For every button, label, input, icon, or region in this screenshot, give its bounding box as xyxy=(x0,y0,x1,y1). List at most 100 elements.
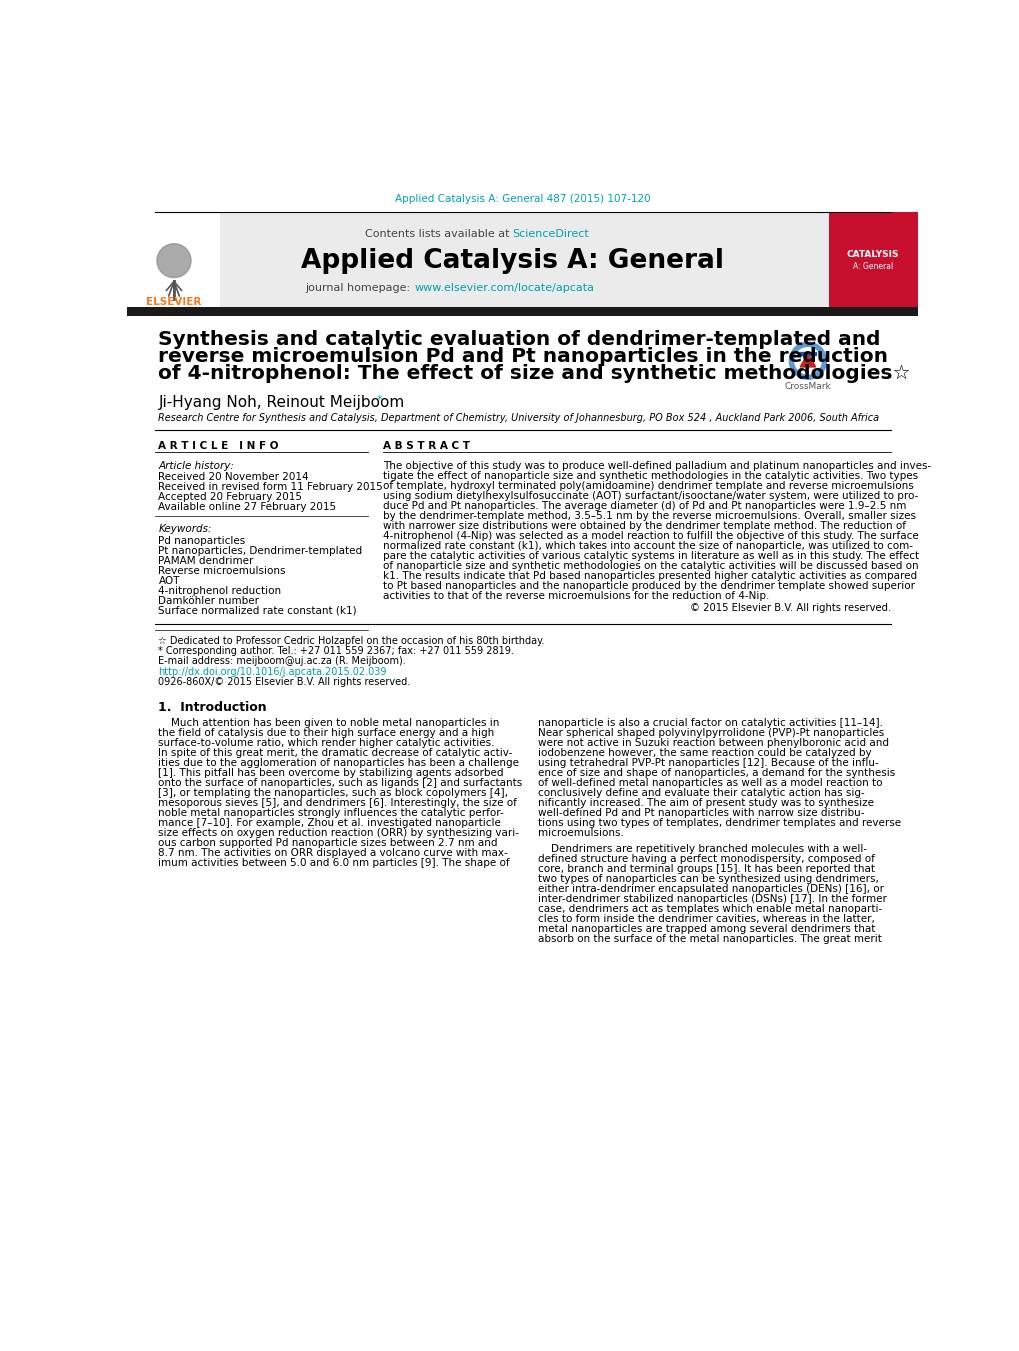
Text: ence of size and shape of nanoparticles, a demand for the synthesis: ence of size and shape of nanoparticles,… xyxy=(538,769,895,778)
Text: Ji-Hyang Noh, Reinout Meijboom: Ji-Hyang Noh, Reinout Meijboom xyxy=(158,394,405,409)
Text: www.elsevier.com/locate/apcata: www.elsevier.com/locate/apcata xyxy=(414,282,594,293)
Bar xyxy=(127,307,917,316)
Text: Reverse microemulsions: Reverse microemulsions xyxy=(158,566,285,576)
Text: nanoparticle is also a crucial factor on catalytic activities [11–14].: nanoparticle is also a crucial factor on… xyxy=(538,719,882,728)
Text: pare the catalytic activities of various catalytic systems in literature as well: pare the catalytic activities of various… xyxy=(383,551,918,561)
Text: mesoporous sieves [5], and dendrimers [6]. Interestingly, the size of: mesoporous sieves [5], and dendrimers [6… xyxy=(158,798,517,808)
Text: ELSEVIER: ELSEVIER xyxy=(146,297,202,307)
Text: using tetrahedral PVP-Pt nanoparticles [12]. Because of the influ-: using tetrahedral PVP-Pt nanoparticles [… xyxy=(538,758,878,769)
Text: [1]. This pitfall has been overcome by stabilizing agents adsorbed: [1]. This pitfall has been overcome by s… xyxy=(158,769,503,778)
Text: absorb on the surface of the metal nanoparticles. The great merit: absorb on the surface of the metal nanop… xyxy=(538,935,881,944)
Text: onto the surface of nanoparticles, such as ligands [2] and surfactants: onto the surface of nanoparticles, such … xyxy=(158,778,523,788)
Polygon shape xyxy=(800,353,815,367)
Text: The objective of this study was to produce well-defined palladium and platinum n: The objective of this study was to produ… xyxy=(383,461,930,471)
Text: were not active in Suzuki reaction between phenylboronic acid and: were not active in Suzuki reaction betwe… xyxy=(538,738,889,748)
Text: nificantly increased. The aim of present study was to synthesize: nificantly increased. The aim of present… xyxy=(538,798,873,808)
Text: of template, hydroxyl terminated poly(amidoamine) dendrimer template and reverse: of template, hydroxyl terminated poly(am… xyxy=(383,481,913,490)
Text: cles to form inside the dendrimer cavities, whereas in the latter,: cles to form inside the dendrimer caviti… xyxy=(538,915,874,924)
Text: duce Pd and Pt nanoparticles. The average diameter (d) of Pd and Pt nanoparticle: duce Pd and Pt nanoparticles. The averag… xyxy=(383,501,906,511)
Text: Synthesis and catalytic evaluation of dendrimer-templated and: Synthesis and catalytic evaluation of de… xyxy=(158,330,880,349)
Text: Research Centre for Synthesis and Catalysis, Department of Chemistry, University: Research Centre for Synthesis and Cataly… xyxy=(158,413,878,423)
Text: defined structure having a perfect monodispersity, composed of: defined structure having a perfect monod… xyxy=(538,854,874,865)
Text: well-defined Pd and Pt nanoparticles with narrow size distribu-: well-defined Pd and Pt nanoparticles wit… xyxy=(538,808,864,819)
Text: Received 20 November 2014: Received 20 November 2014 xyxy=(158,473,309,482)
Text: surface-to-volume ratio, which render higher catalytic activities.: surface-to-volume ratio, which render hi… xyxy=(158,738,494,748)
Text: ScienceDirect: ScienceDirect xyxy=(513,228,589,239)
Text: Near spherical shaped polyvinylpyrrolidone (PVP)-Pt nanoparticles: Near spherical shaped polyvinylpyrrolido… xyxy=(538,728,883,738)
Text: 4-nitrophenol (4-Nip) was selected as a model reaction to fulfill the objective : 4-nitrophenol (4-Nip) was selected as a … xyxy=(383,531,918,540)
Text: conclusively define and evaluate their catalytic action has sig-: conclusively define and evaluate their c… xyxy=(538,788,864,798)
Text: Dendrimers are repetitively branched molecules with a well-: Dendrimers are repetitively branched mol… xyxy=(538,844,866,854)
Text: Available online 27 February 2015: Available online 27 February 2015 xyxy=(158,503,336,512)
Text: A B S T R A C T: A B S T R A C T xyxy=(383,440,470,451)
Polygon shape xyxy=(800,351,815,354)
Text: Damköhler number: Damköhler number xyxy=(158,596,259,605)
Text: with narrower size distributions were obtained by the dendrimer template method.: with narrower size distributions were ob… xyxy=(383,521,905,531)
Bar xyxy=(127,212,828,307)
Circle shape xyxy=(157,243,191,277)
Text: CATALYSIS: CATALYSIS xyxy=(846,250,899,259)
Text: by the dendrimer-template method, 3.5–5.1 nm by the reverse microemulsions. Over: by the dendrimer-template method, 3.5–5.… xyxy=(383,511,915,521)
Text: E-mail address: meijboom@uj.ac.za (R. Meijboom).: E-mail address: meijboom@uj.ac.za (R. Me… xyxy=(158,657,406,666)
Text: Accepted 20 February 2015: Accepted 20 February 2015 xyxy=(158,493,303,503)
Text: of nanoparticle size and synthetic methodologies on the catalytic activities wil: of nanoparticle size and synthetic metho… xyxy=(383,561,918,571)
Text: 8.7 nm. The activities on ORR displayed a volcano curve with max-: 8.7 nm. The activities on ORR displayed … xyxy=(158,848,507,858)
Text: tigate the effect of nanoparticle size and synthetic methodologies in the cataly: tigate the effect of nanoparticle size a… xyxy=(383,471,917,481)
Text: core, branch and terminal groups [15]. It has been reported that: core, branch and terminal groups [15]. I… xyxy=(538,865,874,874)
Text: [3], or templating the nanoparticles, such as block copolymers [4],: [3], or templating the nanoparticles, su… xyxy=(158,788,508,798)
Text: reverse microemulsion Pd and Pt nanoparticles in the reduction: reverse microemulsion Pd and Pt nanopart… xyxy=(158,347,888,366)
Text: Article history:: Article history: xyxy=(158,461,234,471)
Text: of well-defined metal nanoparticles as well as a model reaction to: of well-defined metal nanoparticles as w… xyxy=(538,778,881,788)
Text: Pd nanoparticles: Pd nanoparticles xyxy=(158,535,246,546)
Text: normalized rate constant (k1), which takes into account the size of nanoparticle: normalized rate constant (k1), which tak… xyxy=(383,540,912,551)
Text: ous carbon supported Pd nanoparticle sizes between 2.7 nm and: ous carbon supported Pd nanoparticle siz… xyxy=(158,838,497,848)
Text: tions using two types of templates, dendrimer templates and reverse: tions using two types of templates, dend… xyxy=(538,819,901,828)
Text: noble metal nanoparticles strongly influences the catalytic perfor-: noble metal nanoparticles strongly influ… xyxy=(158,808,503,819)
Text: of 4-nitrophenol: The effect of size and synthetic methodologies☆: of 4-nitrophenol: The effect of size and… xyxy=(158,363,910,382)
Text: In spite of this great merit, the dramatic decrease of catalytic activ-: In spite of this great merit, the dramat… xyxy=(158,748,513,758)
Text: case, dendrimers act as templates which enable metal nanoparti-: case, dendrimers act as templates which … xyxy=(538,904,881,915)
Text: size effects on oxygen reduction reaction (ORR) by synthesizing vari-: size effects on oxygen reduction reactio… xyxy=(158,828,519,838)
Text: ities due to the agglomeration of nanoparticles has been a challenge: ities due to the agglomeration of nanopa… xyxy=(158,758,519,769)
Text: metal nanoparticles are trapped among several dendrimers that: metal nanoparticles are trapped among se… xyxy=(538,924,874,935)
Text: © 2015 Elsevier B.V. All rights reserved.: © 2015 Elsevier B.V. All rights reserved… xyxy=(689,603,890,612)
Text: Contents lists available at: Contents lists available at xyxy=(365,228,513,239)
Text: activities to that of the reverse microemulsions for the reduction of 4-Nip.: activities to that of the reverse microe… xyxy=(383,590,769,601)
Text: k1. The results indicate that Pd based nanoparticles presented higher catalytic : k1. The results indicate that Pd based n… xyxy=(383,571,916,581)
Text: Surface normalized rate constant (k1): Surface normalized rate constant (k1) xyxy=(158,605,357,616)
Text: *: * xyxy=(376,394,381,405)
Text: Applied Catalysis A: General: Applied Catalysis A: General xyxy=(301,247,723,274)
Text: Pt nanoparticles, Dendrimer-templated: Pt nanoparticles, Dendrimer-templated xyxy=(158,546,363,555)
Text: 1.  Introduction: 1. Introduction xyxy=(158,701,267,715)
Circle shape xyxy=(160,247,187,274)
Text: journal homepage:: journal homepage: xyxy=(306,282,414,293)
Text: Received in revised form 11 February 2015: Received in revised form 11 February 201… xyxy=(158,482,383,493)
Text: CrossMark: CrossMark xyxy=(784,382,830,392)
Text: microemulsions.: microemulsions. xyxy=(538,828,624,838)
Text: PAMAM dendrimer: PAMAM dendrimer xyxy=(158,555,254,566)
Circle shape xyxy=(789,342,825,380)
Text: using sodium dietylhexylsulfosuccinate (AOT) surfactant/isooctane/water system, : using sodium dietylhexylsulfosuccinate (… xyxy=(383,490,918,501)
Text: 4-nitrophenol reduction: 4-nitrophenol reduction xyxy=(158,585,281,596)
Text: http://dx.doi.org/10.1016/j.apcata.2015.02.039: http://dx.doi.org/10.1016/j.apcata.2015.… xyxy=(158,667,386,677)
Text: A R T I C L E   I N F O: A R T I C L E I N F O xyxy=(158,440,279,451)
Text: either intra-dendrimer encapsulated nanoparticles (DENs) [16], or: either intra-dendrimer encapsulated nano… xyxy=(538,885,883,894)
Text: Much attention has been given to noble metal nanoparticles in: Much attention has been given to noble m… xyxy=(158,719,499,728)
Text: imum activities between 5.0 and 6.0 nm particles [9]. The shape of: imum activities between 5.0 and 6.0 nm p… xyxy=(158,858,509,869)
Text: to Pt based nanoparticles and the nanoparticle produced by the dendrimer templat: to Pt based nanoparticles and the nanopa… xyxy=(383,581,914,590)
Text: mance [7–10]. For example, Zhou et al. investigated nanoparticle: mance [7–10]. For example, Zhou et al. i… xyxy=(158,819,501,828)
Text: * Corresponding author. Tel.: +27 011 559 2367; fax: +27 011 559 2819.: * Corresponding author. Tel.: +27 011 55… xyxy=(158,646,514,657)
Bar xyxy=(127,212,220,307)
Text: 0926-860X/© 2015 Elsevier B.V. All rights reserved.: 0926-860X/© 2015 Elsevier B.V. All right… xyxy=(158,677,411,688)
Text: iodobenzene however, the same reaction could be catalyzed by: iodobenzene however, the same reaction c… xyxy=(538,748,871,758)
Text: the field of catalysis due to their high surface energy and a high: the field of catalysis due to their high… xyxy=(158,728,494,738)
Text: AOT: AOT xyxy=(158,576,179,585)
Text: ☆ Dedicated to Professor Cedric Holzapfel on the occasion of his 80th birthday.: ☆ Dedicated to Professor Cedric Holzapfe… xyxy=(158,636,544,646)
Text: inter-dendrimer stabilized nanoparticles (DSNs) [17]. In the former: inter-dendrimer stabilized nanoparticles… xyxy=(538,894,887,904)
Bar xyxy=(828,212,917,307)
Text: A: General: A: General xyxy=(852,262,893,270)
Circle shape xyxy=(794,347,820,374)
Text: Keywords:: Keywords: xyxy=(158,524,212,534)
Text: two types of nanoparticles can be synthesized using dendrimers,: two types of nanoparticles can be synthe… xyxy=(538,874,878,885)
Text: Applied Catalysis A: General 487 (2015) 107-120: Applied Catalysis A: General 487 (2015) … xyxy=(394,195,650,204)
